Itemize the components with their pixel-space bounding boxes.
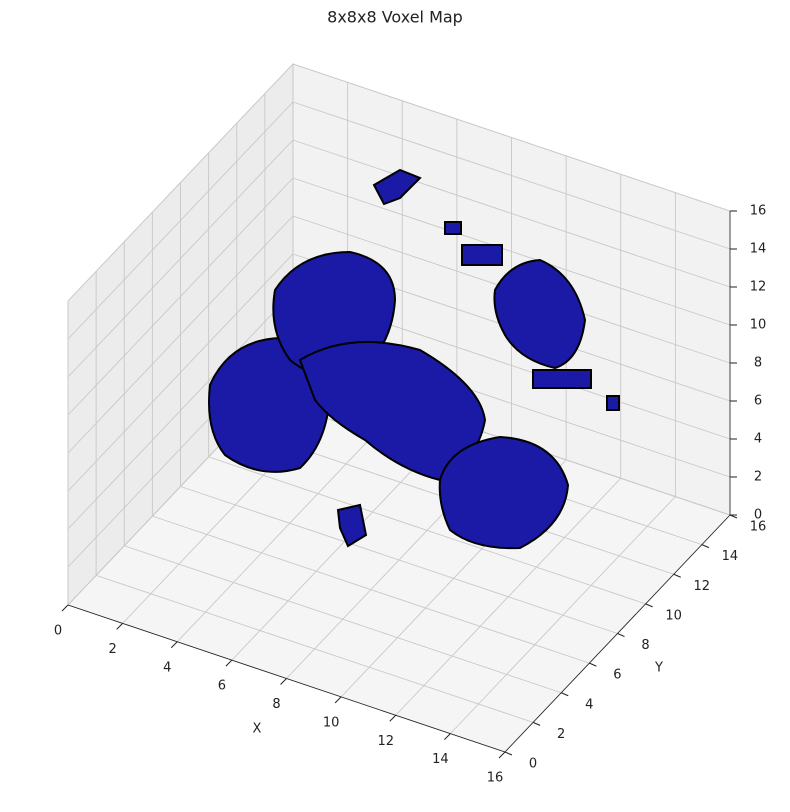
tick-mark	[561, 692, 569, 697]
y-axis-label: Y	[654, 661, 663, 676]
voxel-blob	[208, 336, 332, 473]
tick-label: 16	[487, 771, 504, 786]
tick-label: 6	[754, 394, 762, 409]
grid-line	[124, 545, 562, 694]
tick-label: 4	[585, 697, 593, 712]
tick-label: 8	[641, 638, 649, 653]
axis-line	[67, 604, 506, 753]
tick-label: 14	[432, 752, 449, 767]
grid-line	[208, 456, 646, 605]
tick-mark	[617, 633, 625, 637]
voxel-blob	[444, 221, 462, 235]
grid-line	[292, 63, 731, 212]
tick-label: 0	[54, 624, 62, 639]
tick-label: 10	[665, 608, 682, 623]
tick-mark	[532, 721, 541, 726]
tick-mark	[280, 678, 287, 685]
tick-label: 6	[218, 679, 226, 694]
tick-mark	[389, 714, 397, 722]
grid-line	[67, 63, 294, 302]
grid-line	[180, 486, 618, 634]
tick-label: 16	[750, 204, 767, 219]
voxel-shapes	[208, 168, 620, 550]
chart-title: 8x8x8 Voxel Map	[327, 8, 463, 27]
tick-label: 8	[754, 356, 762, 371]
tick-mark	[504, 751, 513, 756]
voxel-blob	[532, 369, 592, 389]
tick-mark	[645, 603, 653, 608]
voxel-blob	[461, 244, 503, 266]
grid-line	[152, 515, 590, 664]
tick-mark	[673, 573, 681, 578]
voxel-blob	[336, 503, 368, 548]
x-axis-label: X	[253, 722, 262, 737]
tick-label: 2	[557, 727, 565, 742]
tick-label: 12	[750, 280, 767, 295]
tick-mark	[444, 733, 451, 740]
voxel-blob	[438, 435, 570, 550]
tick-label: 4	[163, 660, 171, 675]
grid-line	[292, 177, 731, 326]
tick-label: 2	[754, 470, 762, 485]
grid-line	[292, 101, 731, 250]
grid-line	[67, 139, 294, 378]
grid-line	[67, 215, 294, 454]
voxel-blob	[493, 258, 587, 370]
tick-label: 16	[750, 520, 767, 535]
tick-label: 10	[323, 715, 340, 730]
voxel-blob	[372, 168, 422, 206]
tick-mark	[61, 604, 69, 612]
tick-label: 14	[750, 242, 767, 257]
grid-line	[67, 291, 294, 530]
grid-line	[67, 101, 294, 340]
tick-label: 12	[377, 734, 394, 749]
grid-line	[67, 253, 294, 492]
voxel-blob	[606, 395, 620, 411]
tick-mark	[116, 623, 123, 630]
axes: 024681012141602468101214160246810121416X…	[54, 204, 766, 786]
tick-mark	[334, 696, 342, 704]
tick-label: 8	[272, 697, 280, 712]
tick-label: 12	[693, 579, 710, 594]
grid-line	[67, 177, 294, 416]
axis-line	[504, 514, 731, 753]
tick-mark	[498, 751, 506, 759]
tick-label: 10	[750, 318, 767, 333]
tick-label: 4	[754, 432, 762, 447]
grid-line	[95, 574, 534, 723]
tick-mark	[225, 659, 233, 667]
tick-label: 0	[529, 757, 537, 772]
tick-mark	[170, 641, 178, 649]
tick-label: 6	[613, 668, 621, 683]
tick-mark	[589, 662, 597, 667]
grid-line	[292, 139, 731, 288]
tick-mark	[701, 544, 710, 549]
tick-label: 14	[722, 549, 739, 564]
tick-label: 0	[754, 508, 762, 523]
tick-label: 2	[108, 642, 116, 657]
